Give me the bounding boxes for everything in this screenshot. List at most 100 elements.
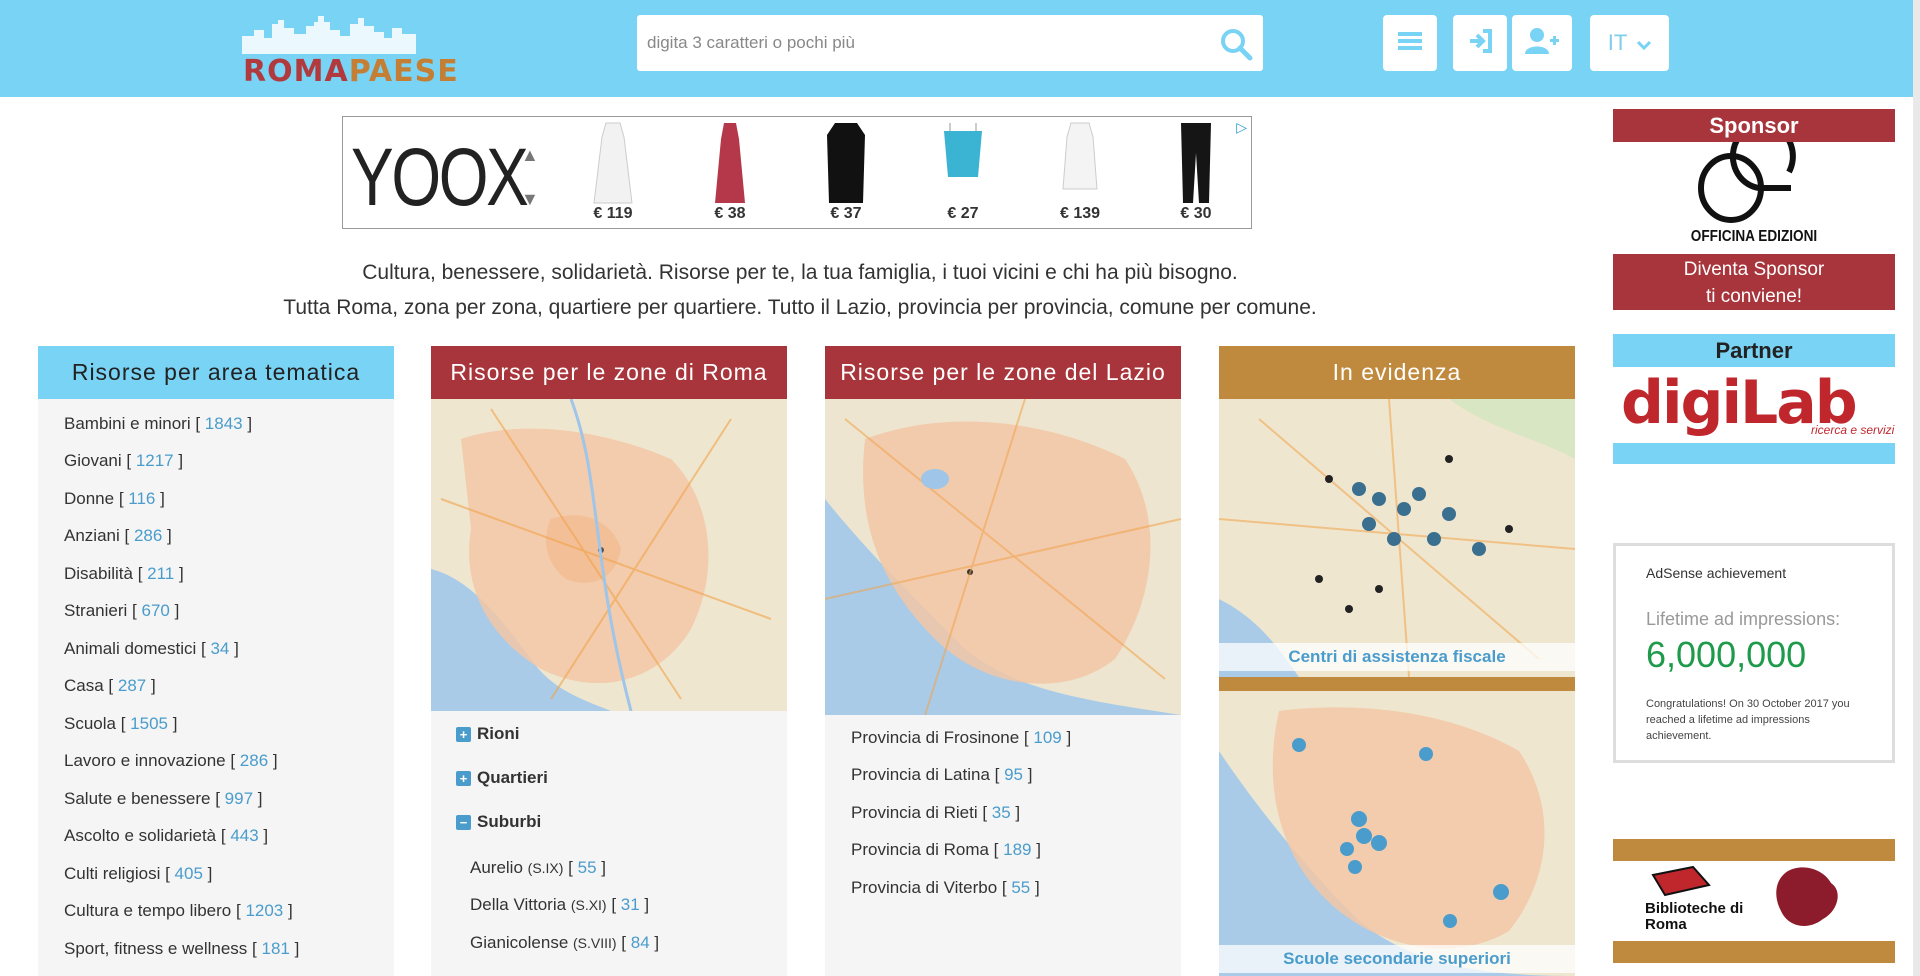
expand-icon: +: [456, 726, 471, 742]
tagline-line-1: Cultura, benessere, solidarietà. Risorse…: [362, 261, 1238, 284]
ad-product[interactable]: € 38: [685, 121, 775, 227]
list-item[interactable]: Casa [ 287 ]: [64, 676, 156, 695]
biblioteche-banner[interactable]: Biblioteche di Roma: [1613, 839, 1895, 963]
roma-map-graphic: [431, 399, 787, 711]
accordion-suburbi[interactable]: − Suburbi: [456, 812, 541, 832]
page-scrollbar[interactable]: [1913, 0, 1920, 976]
coat-icon: [827, 123, 865, 203]
language-label: IT: [1607, 30, 1628, 55]
evidenza-panel: Centri di assistenza fiscale Scuole seco…: [1219, 399, 1575, 976]
list-item[interactable]: Culti religiosi [ 405 ]: [64, 864, 213, 883]
partner-subtitle: ricerca e servizi: [1811, 423, 1895, 437]
top-icon: [944, 123, 982, 177]
list-item[interactable]: Lavoro e innovazione [ 286 ]: [64, 751, 278, 770]
list-item[interactable]: Provincia di Latina [ 95 ]: [851, 765, 1033, 784]
list-item[interactable]: Della Vittoria (S.XI) [ 31 ]: [470, 895, 650, 914]
adsense-value: 6,000,000: [1646, 634, 1807, 675]
search-box: [637, 15, 1263, 71]
digilab-logo-text: digiLab: [1621, 368, 1858, 438]
list-item[interactable]: Provincia di Rieti [ 35 ]: [851, 803, 1021, 822]
accordion-quartieri[interactable]: + Quartieri: [456, 768, 548, 788]
chevron-down-icon: [1637, 30, 1652, 56]
adchoices-icon[interactable]: ▷: [1236, 119, 1247, 135]
card-title: Scuole secondarie superiori: [1219, 945, 1575, 973]
lazio-heading: Risorse per le zone del Lazio: [825, 346, 1181, 399]
list-item[interactable]: Provincia di Frosinone [ 109 ]: [851, 728, 1072, 747]
partner-heading: Partner: [1613, 334, 1895, 367]
search-icon[interactable]: [1219, 27, 1253, 61]
list-item[interactable]: Sport, fitness e wellness [ 181 ]: [64, 939, 300, 958]
sponsor-cta-line-1: Diventa Sponsor: [1683, 259, 1825, 280]
sponsor-cta-line-2: ti conviene!: [1705, 286, 1803, 307]
card-title: Centri di assistenza fiscale: [1219, 643, 1575, 671]
ad-product[interactable]: € 27: [918, 121, 1008, 227]
lazio-map-graphic: [825, 399, 1181, 715]
register-button[interactable]: [1512, 15, 1572, 71]
list-item[interactable]: Bambini e minori [ 1843 ]: [64, 414, 253, 433]
evidenza-card[interactable]: Scuole secondarie superiori: [1219, 691, 1575, 976]
list-item[interactable]: Giovani [ 1217 ]: [64, 451, 184, 470]
list-item[interactable]: Disabilità [ 211 ]: [64, 564, 184, 583]
menu-icon: [1396, 29, 1424, 58]
list-item[interactable]: Provincia di Roma [ 189 ]: [851, 840, 1041, 859]
logo-text: ROMAPAESE: [243, 54, 459, 89]
list-item[interactable]: Gianicolense (S.VIII) [ 84 ]: [470, 933, 660, 952]
fiscal-centers-map: [1219, 399, 1575, 677]
list-item[interactable]: Animali domestici [ 34 ]: [64, 639, 239, 658]
sponsor-logo[interactable]: OFFICINA EDIZIONI: [1613, 121, 1895, 254]
list-item[interactable]: Provincia di Viterbo [ 55 ]: [851, 878, 1040, 897]
add-user-icon: [1524, 27, 1560, 60]
collapse-icon: −: [456, 814, 471, 830]
schools-map: [1219, 691, 1575, 976]
ad-price: € 38: [714, 205, 746, 222]
sponsor-heading: Sponsor: [1613, 109, 1895, 142]
evidenza-heading: In evidenza: [1219, 346, 1575, 399]
ad-product[interactable]: € 139: [1035, 121, 1125, 227]
list-item[interactable]: Stranieri [ 670 ]: [64, 601, 180, 620]
list-item[interactable]: Cultura e tempo libero [ 1203 ]: [64, 901, 293, 920]
roma-heading: Risorse per le zone di Roma: [431, 346, 787, 399]
dress-icon: [1062, 122, 1098, 190]
ad-price: € 30: [1180, 205, 1212, 222]
lazio-map[interactable]: [825, 399, 1181, 715]
sponsor-logo-text: OFFICINA EDIZIONI: [1690, 228, 1818, 245]
roma-map[interactable]: [431, 399, 787, 711]
list-item[interactable]: Scuola [ 1505 ]: [64, 714, 178, 733]
partner-logo[interactable]: digiLab ricerca e servizi: [1613, 367, 1895, 464]
ad-product[interactable]: € 30: [1151, 121, 1241, 227]
list-item[interactable]: Donne [ 116 ]: [64, 489, 165, 508]
adsense-widget: AdSense achievement Lifetime ad impressi…: [1613, 543, 1895, 763]
roma-panel: + Rioni + Quartieri − Suburbi Aurelio (S.IX…: [431, 399, 787, 976]
adsense-note: Congratulations! On 30 October 2017 you …: [1646, 698, 1850, 742]
login-icon: [1466, 28, 1494, 59]
biblioteche-logo-graphic: [1651, 865, 1838, 926]
list-item[interactable]: Ascolto e solidarietà [ 443 ]: [64, 826, 269, 845]
language-select[interactable]: IT: [1590, 15, 1669, 71]
sponsor-cta[interactable]: Diventa Sponsor ti conviene!: [1613, 254, 1895, 310]
list-item[interactable]: Anziani [ 286 ]: [64, 526, 172, 545]
menu-button[interactable]: [1383, 15, 1437, 71]
ad-brand: YOOX: [351, 132, 529, 223]
tematica-list: Bambini e minori [ 1843 ] Giovani [ 1217…: [38, 399, 394, 976]
expand-icon: +: [456, 770, 471, 786]
trousers-icon: [1181, 123, 1211, 203]
ad-carousel-arrows[interactable]: ▲ ▼: [521, 145, 539, 209]
search-input[interactable]: [637, 15, 1207, 71]
ad-price: € 27: [947, 205, 979, 222]
officina-edizioni-logo: [1698, 121, 1796, 223]
dress-icon: [715, 123, 745, 203]
tematica-heading: Risorse per area tematica: [38, 346, 394, 399]
ad-product[interactable]: € 119: [568, 121, 658, 227]
ad-price: € 37: [830, 205, 862, 222]
ad-banner[interactable]: YOOX ▲ ▼ € 119 € 38 € 37 € 27 € 139 € 30 …: [342, 116, 1252, 229]
login-button[interactable]: [1453, 15, 1507, 71]
list-item[interactable]: Aurelio (S.IX) [ 55 ]: [470, 858, 606, 877]
ad-price: € 119: [593, 205, 633, 222]
list-item[interactable]: Salute e benessere [ 997 ]: [64, 789, 263, 808]
accordion-rioni[interactable]: + Rioni: [456, 724, 520, 744]
ad-product[interactable]: € 37: [801, 121, 891, 227]
site-logo[interactable]: ROMAPAESE: [242, 14, 458, 89]
ad-price: € 139: [1059, 205, 1101, 222]
biblioteche-label: Biblioteche di Roma: [1645, 900, 1744, 933]
evidenza-card[interactable]: Centri di assistenza fiscale: [1219, 399, 1575, 677]
